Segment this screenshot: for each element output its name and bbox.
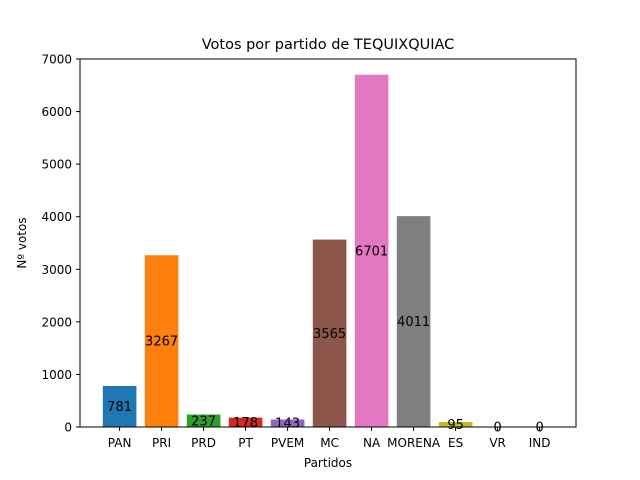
x-tick-label-mc: MC [320,436,339,450]
chart-title: Votos por partido de TEQUIXQUIAC [202,37,455,53]
x-tick-label-pan: PAN [108,436,132,450]
y-tick-label-4000: 4000 [41,210,72,224]
data-label-pri: 3267 [145,335,178,350]
data-label-pvem: 143 [275,417,300,432]
x-axis-label: Partidos [304,456,352,470]
data-label-mc: 3565 [313,327,346,342]
y-tick-label-5000: 5000 [41,158,72,172]
y-tick-label-7000: 7000 [41,53,72,67]
plot-frame [79,58,577,428]
bars-group [102,74,473,427]
data-label-prd: 237 [191,414,216,429]
x-axis: PAN PRI PRD PT PVEM MC NA MORENA ES VR IND [108,427,551,450]
bar-es [438,422,473,427]
y-tick-label-2000: 2000 [41,315,72,329]
bar-pt [228,417,263,427]
data-label-es: 95 [447,418,464,433]
bar-pan [102,385,137,427]
bar-pri [144,255,179,427]
data-label-pan: 781 [107,400,132,415]
x-tick-label-es: ES [448,436,463,450]
y-tick-label-3000: 3000 [41,263,72,277]
y-tick-label-1000: 1000 [41,368,72,382]
bar-pvem [270,419,305,427]
x-tick-label-na: NA [363,436,381,450]
data-label-na: 6701 [355,244,388,259]
x-tick-label-pvem: PVEM [271,436,304,450]
bar-prd [186,414,221,427]
data-label-morena: 4011 [397,315,430,330]
bar-mc [312,239,347,427]
y-axis-label: Nº votos [15,217,29,268]
bar-na [354,74,389,427]
x-tick-label-pri: PRI [152,436,171,450]
x-tick-label-morena: MORENA [387,436,441,450]
x-tick-label-prd: PRD [191,436,216,450]
x-tick-label-ind: IND [529,436,551,450]
y-tick-label-0: 0 [64,421,72,435]
x-tick-label-pt: PT [238,436,253,450]
x-tick-label-vr: VR [489,436,506,450]
y-axis: 0 1000 2000 3000 4000 5000 6000 7000 [41,53,80,435]
bar-morena [396,216,431,427]
y-tick-label-6000: 6000 [41,105,72,119]
